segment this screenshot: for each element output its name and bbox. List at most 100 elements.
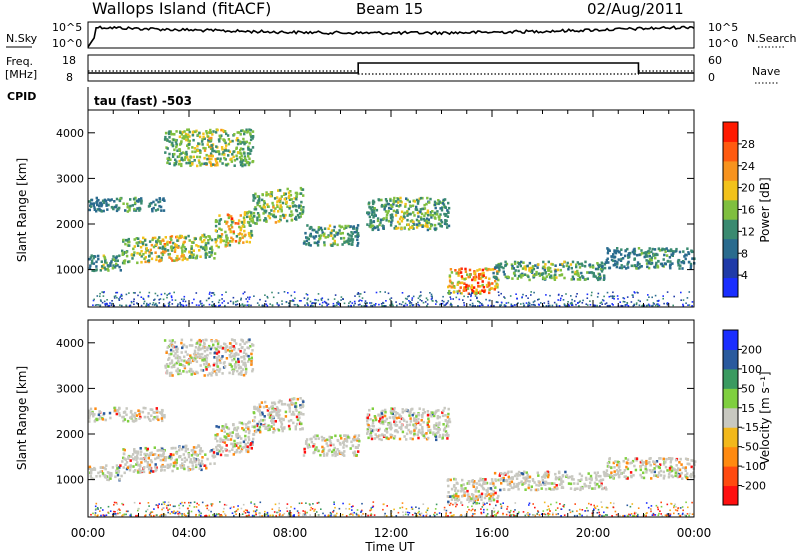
echo-cell <box>554 476 558 479</box>
echo-cell <box>480 495 483 498</box>
ground-scatter-cell <box>691 301 694 303</box>
echo-cell <box>195 360 199 363</box>
ground-scatter-cell <box>390 301 393 303</box>
echo-cell <box>672 467 675 470</box>
echo-cell <box>242 440 246 444</box>
echo-cell <box>243 342 246 345</box>
echo-cell <box>294 405 297 408</box>
echo-cell <box>116 467 119 470</box>
echo-cell <box>355 228 359 232</box>
echo-cell <box>259 412 262 416</box>
echo-cell <box>437 409 440 412</box>
ground-scatter-cell <box>406 298 408 300</box>
echo-cell <box>493 471 497 475</box>
echo-cell <box>356 224 360 227</box>
echo-cell <box>145 248 148 252</box>
echo-cell <box>279 218 282 222</box>
echo-cell <box>139 453 142 456</box>
echo-cell <box>290 398 293 401</box>
echo-cell <box>211 147 214 150</box>
echo-cell <box>184 247 187 251</box>
echo-cell <box>434 410 438 414</box>
echo-cell <box>423 436 426 439</box>
echo-cell <box>99 470 102 473</box>
echo-cell <box>435 431 438 435</box>
echo-cell <box>109 477 112 480</box>
echo-cell <box>410 226 414 229</box>
echo-cell <box>405 420 409 424</box>
ground-scatter-cell <box>115 291 117 294</box>
echo-cell <box>406 198 409 202</box>
echo-cell <box>240 360 244 363</box>
echo-cell <box>387 219 391 223</box>
ground-scatter-cell <box>648 296 650 298</box>
echo-cell <box>204 252 207 256</box>
echo-cell <box>504 275 507 279</box>
echo-cell <box>691 459 695 463</box>
ground-scatter-cell <box>688 304 691 306</box>
echo-cell <box>317 228 320 232</box>
echo-cell <box>189 156 193 159</box>
echo-cell <box>475 292 478 295</box>
ground-scatter-cell <box>338 302 341 304</box>
ground-scatter-cell <box>179 301 181 304</box>
echo-cell <box>635 459 638 462</box>
echo-cell <box>298 216 301 219</box>
echo-cell <box>207 135 210 139</box>
ground-scatter-cell <box>271 291 273 294</box>
echo-cell <box>160 454 163 458</box>
echo-cell <box>214 224 218 228</box>
echo-cell <box>512 267 516 270</box>
echo-cell <box>438 218 441 221</box>
ground-scatter-cell <box>652 304 654 307</box>
echo-cell <box>532 267 536 271</box>
echo-cell <box>168 162 171 165</box>
echo-cell <box>302 454 306 457</box>
echo-cell <box>616 261 619 264</box>
echo-cell <box>655 261 658 265</box>
echo-cell <box>508 488 511 491</box>
echo-cell <box>433 223 437 227</box>
echo-cell <box>250 219 253 223</box>
ground-scatter-cell <box>171 303 174 305</box>
echo-cell <box>321 445 324 449</box>
echo-cell <box>292 413 296 416</box>
echo-cell <box>421 428 424 431</box>
echo-cell <box>329 441 333 445</box>
echo-cell <box>113 409 117 412</box>
echo-cell <box>95 209 98 213</box>
ground-scatter-cell <box>421 300 423 302</box>
ground-scatter-cell <box>142 298 145 300</box>
echo-cell <box>193 459 196 463</box>
echo-cell <box>253 416 257 419</box>
echo-cell <box>395 227 398 230</box>
echo-cell <box>546 482 549 485</box>
ground-scatter-cell <box>354 295 356 297</box>
echo-cell <box>430 224 433 228</box>
echo-cell <box>600 270 604 273</box>
echo-cell <box>429 211 433 214</box>
echo-cell <box>248 157 251 161</box>
echo-cell <box>413 432 416 436</box>
echo-cell <box>108 473 112 476</box>
echo-cell <box>264 217 267 220</box>
echo-cell <box>119 269 122 272</box>
echo-cell <box>422 434 425 438</box>
ground-scatter-cell <box>283 291 286 293</box>
echo-cell <box>235 342 238 345</box>
ground-scatter-cell <box>120 293 123 296</box>
ground-scatter-cell <box>269 303 271 305</box>
echo-cell <box>273 401 276 404</box>
echo-cell <box>287 196 291 200</box>
echo-cell <box>598 273 601 276</box>
echo-cell <box>220 448 223 451</box>
echo-cell <box>682 261 686 265</box>
echo-cell <box>392 202 395 206</box>
echo-cell <box>253 407 256 410</box>
ground-scatter-cell <box>360 305 363 307</box>
echo-cell <box>572 478 575 481</box>
echo-cell <box>523 265 526 269</box>
echo-cell <box>247 435 250 439</box>
echo-cell <box>397 198 400 201</box>
echo-cell <box>355 453 358 457</box>
